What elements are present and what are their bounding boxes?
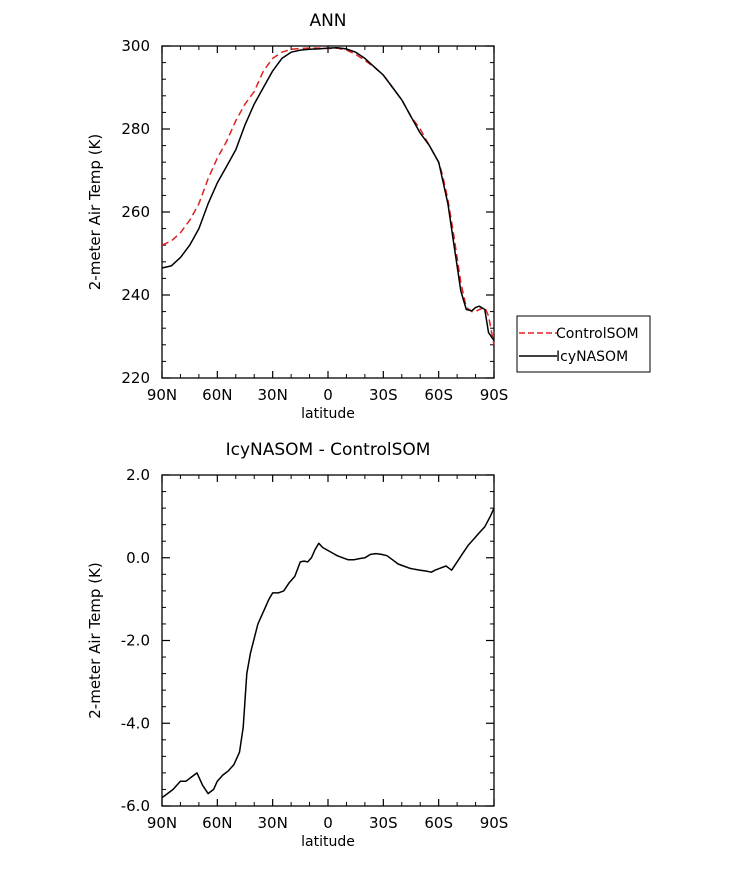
y-axis-label: 2-meter Air Temp (K)	[86, 562, 104, 719]
y-tick-label: 260	[121, 203, 150, 221]
x-tick-label: 60N	[202, 386, 232, 404]
y-tick-label: 2.0	[126, 466, 150, 484]
y-tick-label: 220	[121, 369, 150, 387]
y-tick-label: 300	[121, 37, 150, 55]
x-tick-label: 30N	[258, 386, 288, 404]
y-tick-label: -6.0	[121, 797, 150, 815]
x-tick-label: 90N	[147, 386, 177, 404]
x-tick-label: 90S	[480, 386, 509, 404]
x-axis-label: latitude	[301, 406, 355, 422]
x-tick-label: 90S	[480, 814, 509, 832]
plot-frame	[161, 45, 495, 379]
y-tick-label: 280	[121, 120, 150, 138]
x-axis-label: latitude	[301, 834, 355, 850]
y-axis-label: 2-meter Air Temp (K)	[86, 134, 104, 291]
series-line-icynasom	[161, 46, 495, 342]
chart-2: IcyNASOM - ControlSOM 90N 60N 30N 0 30S 60S 90S…	[86, 440, 508, 850]
x-tick-label: 0	[323, 814, 333, 832]
x-tick-label: 0	[323, 386, 333, 404]
legend: ControlSOM IcyNASOM	[516, 315, 651, 373]
x-tick-label: 30S	[369, 814, 398, 832]
series-line-controlsom	[161, 47, 495, 345]
x-tick-label: 60N	[202, 814, 232, 832]
chart-1: ANN 90N 60N 30N 0 30S 60S 90S 220 240 260 280 300 lat…	[86, 11, 651, 422]
chart-title: IcyNASOM - ControlSOM	[226, 440, 431, 460]
legend-box	[516, 315, 651, 373]
y-tick-label: 240	[121, 286, 150, 304]
x-tick-label: 90N	[147, 814, 177, 832]
plot-frame	[161, 474, 495, 807]
legend-label: IcyNASOM	[556, 349, 628, 365]
series-line	[161, 507, 495, 799]
x-tick-label: 60S	[424, 814, 453, 832]
chart-title: ANN	[309, 11, 346, 31]
legend-label: ControlSOM	[556, 326, 639, 342]
y-tick-label: 0.0	[126, 549, 150, 567]
y-tick-label: -4.0	[121, 714, 150, 732]
x-tick-label: 30S	[369, 386, 398, 404]
x-tick-label: 30N	[258, 814, 288, 832]
x-tick-label: 60S	[424, 386, 453, 404]
y-tick-label: -2.0	[121, 632, 150, 650]
